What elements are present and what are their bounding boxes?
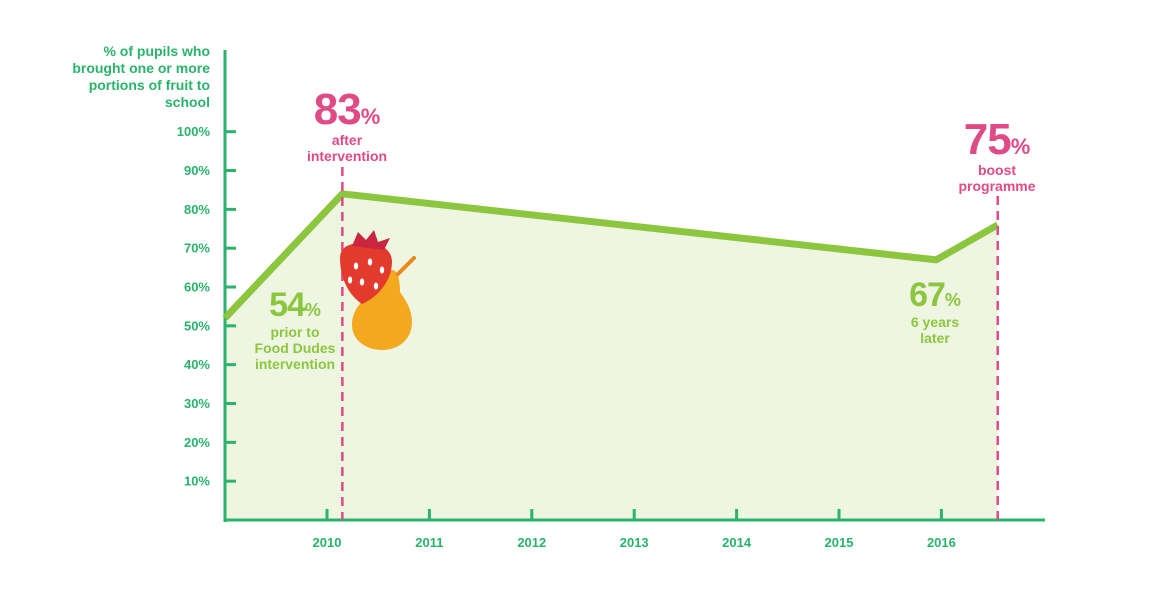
annotation-line: Food Dudes: [254, 340, 336, 356]
annotation-value: 83: [313, 85, 362, 134]
annotation-value: 54: [269, 286, 306, 324]
annotation-line: intervention: [306, 148, 388, 164]
y-tick-label: 20%: [184, 435, 210, 450]
x-tick-label: 2012: [517, 535, 546, 550]
pear-stem-icon: [396, 256, 416, 276]
annotation-83-after-intervention: 83% after intervention: [292, 85, 402, 165]
y-axis-title: % of pupils who brought one or more port…: [72, 43, 210, 110]
data-line: [222, 190, 1000, 321]
strawberry-leaves-icon: [352, 230, 390, 250]
annotation-line: after: [331, 132, 363, 148]
y-tick-label: 100%: [177, 124, 211, 139]
annotation-line: 6 years: [910, 314, 960, 330]
annotation-line: later: [920, 330, 950, 346]
pear-icon: [352, 270, 412, 350]
annotation-line: programme: [958, 178, 1036, 194]
annotation-67-six-years-later: 67% 6 years later: [880, 276, 990, 346]
annotation-unit: %: [944, 290, 961, 310]
annotation-line: prior to: [270, 324, 320, 340]
x-tick-label: 2011: [415, 535, 443, 550]
y-tick-label: 40%: [184, 357, 210, 372]
y-tick-label: 70%: [184, 241, 210, 256]
annotation-unit: %: [304, 300, 321, 320]
x-tick-label: 2016: [927, 535, 956, 550]
strawberry-icon: [340, 243, 392, 304]
annotation-75-boost-programme: 75% boost programme: [942, 115, 1052, 195]
annotation-unit: %: [360, 104, 381, 129]
fruit-illustration: [340, 230, 416, 350]
annotation-value: 67: [909, 276, 946, 314]
y-tick-label: 90%: [184, 163, 210, 178]
y-tick-label: 80%: [184, 202, 210, 217]
annotation-line: boost: [977, 162, 1017, 178]
annotation-unit: %: [1010, 134, 1031, 159]
y-tick-label: 50%: [184, 318, 210, 333]
annotation-line: intervention: [254, 356, 336, 372]
x-tick-label: 2013: [620, 535, 649, 550]
annotation-54-prior-to-intervention: 54% prior to Food Dudes intervention: [240, 286, 350, 372]
y-tick-label: 30%: [184, 396, 210, 411]
x-tick-label: 2014: [722, 535, 752, 550]
x-tick-label: 2010: [313, 535, 342, 550]
annotation-value: 75: [963, 115, 1012, 164]
y-tick-label: 10%: [184, 474, 210, 489]
y-tick-label: 60%: [184, 280, 210, 295]
x-tick-label: 2015: [825, 535, 854, 550]
area-fill: [225, 193, 998, 520]
